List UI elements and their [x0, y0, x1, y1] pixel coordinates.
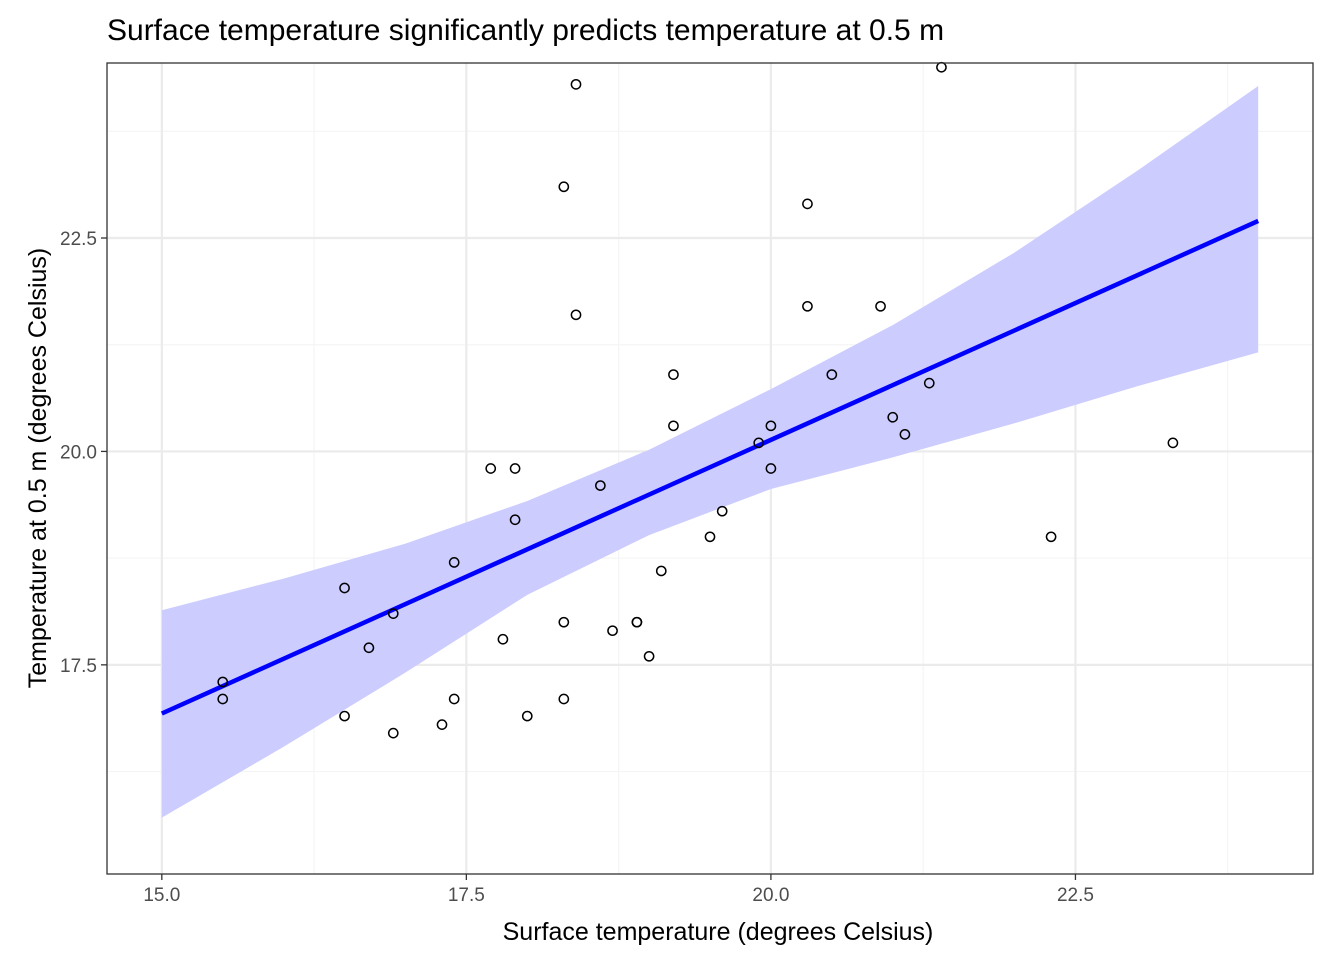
- data-point: [509, 514, 521, 526]
- data-point: [704, 531, 716, 543]
- data-point: [668, 369, 679, 380]
- data-point: [448, 557, 460, 568]
- data-point: [923, 377, 935, 389]
- x-tick-label: 17.5: [448, 885, 485, 906]
- x-axis-ticks: 15.0 17.5 20.0 22.5: [143, 874, 1094, 906]
- confidence-band: [161, 86, 1259, 818]
- data-point: [802, 300, 813, 312]
- points-layer: [217, 61, 1179, 739]
- data-point: [558, 693, 570, 705]
- data-point: [765, 463, 777, 474]
- data-point: [217, 693, 229, 705]
- x-axis-title: Surface temperature (degrees Celsius): [503, 918, 934, 946]
- data-point: [485, 463, 497, 474]
- panel-border: [106, 62, 1314, 875]
- data-point: [570, 309, 582, 321]
- data-point: [631, 616, 643, 628]
- data-point: [570, 78, 582, 90]
- chart-title: Surface temperature significantly predic…: [107, 14, 944, 47]
- data-point: [607, 625, 618, 637]
- data-point: [387, 608, 399, 619]
- data-point: [716, 505, 728, 517]
- data-point: [339, 582, 350, 594]
- data-point: [1045, 531, 1057, 543]
- confidence-band-layer: [161, 86, 1259, 818]
- x-tick-label: 15.0: [143, 885, 180, 906]
- data-point: [753, 437, 765, 449]
- data-point: [802, 198, 813, 210]
- data-point: [765, 420, 777, 432]
- data-point: [448, 693, 460, 705]
- data-point: [558, 616, 570, 628]
- x-tick-label: 20.0: [752, 885, 789, 906]
- fit-line-layer: [160, 218, 1260, 716]
- data-point: [936, 61, 947, 73]
- x-tick-label: 22.5: [1057, 885, 1094, 906]
- y-axis-title: Temperature at 0.5 m (degrees Celsius): [24, 248, 52, 688]
- regression-line: [160, 218, 1260, 716]
- data-point: [595, 480, 606, 491]
- y-tick-label: 22.5: [60, 229, 97, 250]
- data-point: [217, 676, 229, 688]
- data-point: [668, 420, 679, 432]
- data-point: [521, 710, 533, 722]
- data-point: [339, 710, 350, 722]
- data-point: [643, 650, 655, 662]
- data-point: [899, 429, 911, 440]
- y-tick-label: 20.0: [60, 442, 97, 463]
- data-point: [1167, 437, 1179, 449]
- data-point: [509, 463, 521, 474]
- data-point: [363, 642, 375, 654]
- data-point: [497, 633, 509, 645]
- data-point: [387, 727, 399, 739]
- data-point: [826, 369, 838, 380]
- data-point: [887, 411, 899, 423]
- y-axis-ticks: 17.5 20.0 22.5: [60, 229, 107, 677]
- data-point: [655, 565, 667, 577]
- y-tick-label: 17.5: [60, 656, 97, 677]
- data-point: [436, 719, 448, 730]
- data-point: [558, 181, 570, 193]
- data-point: [875, 300, 886, 312]
